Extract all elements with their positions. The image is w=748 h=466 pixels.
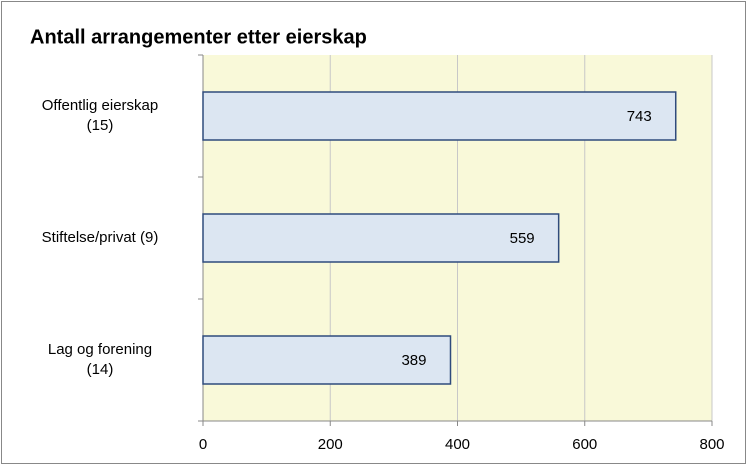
x-tick-label: 600 [572,436,597,453]
x-tick-label: 200 [318,436,343,453]
y-tick-label: Offentlig eierskap (15) [41,97,159,134]
value-label: 743 [627,108,652,125]
value-label: 389 [401,352,426,369]
x-tick-label: 800 [699,436,724,453]
x-tick-label: 0 [199,436,207,453]
y-tick-label: Lag og forening (14) [47,341,153,378]
bar [202,91,677,141]
y-tick-label: Stiftelse/privat (9) [41,229,159,246]
value-label: 559 [510,230,535,247]
bar [202,335,452,385]
chart-title: Antall arrangementer etter eierskap [30,26,367,48]
bar [202,213,560,263]
x-tick-label: 400 [445,436,470,453]
